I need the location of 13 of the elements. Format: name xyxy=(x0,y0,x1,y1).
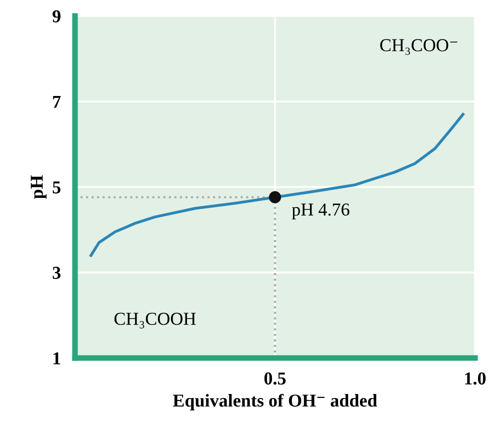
x-tick-label: 0.5 xyxy=(264,372,286,385)
annotation: CH₃COOH xyxy=(114,312,196,328)
y-axis-title: pH xyxy=(30,175,47,199)
x-axis-title: Equivalents of OH⁻ added xyxy=(172,394,378,410)
y-tick-label: 9 xyxy=(52,10,60,22)
line-series xyxy=(90,112,464,257)
x-tick-label: 1.0 xyxy=(465,372,486,385)
y-tick-label: 5 xyxy=(52,181,60,194)
y-tick-label: 1 xyxy=(54,352,60,364)
annotation: pH 4.76 xyxy=(292,204,350,220)
annotation: CH₃COO⁻ xyxy=(380,39,458,55)
y-tick-label: 3 xyxy=(52,266,60,279)
y-tick-label: 7 xyxy=(53,96,61,108)
